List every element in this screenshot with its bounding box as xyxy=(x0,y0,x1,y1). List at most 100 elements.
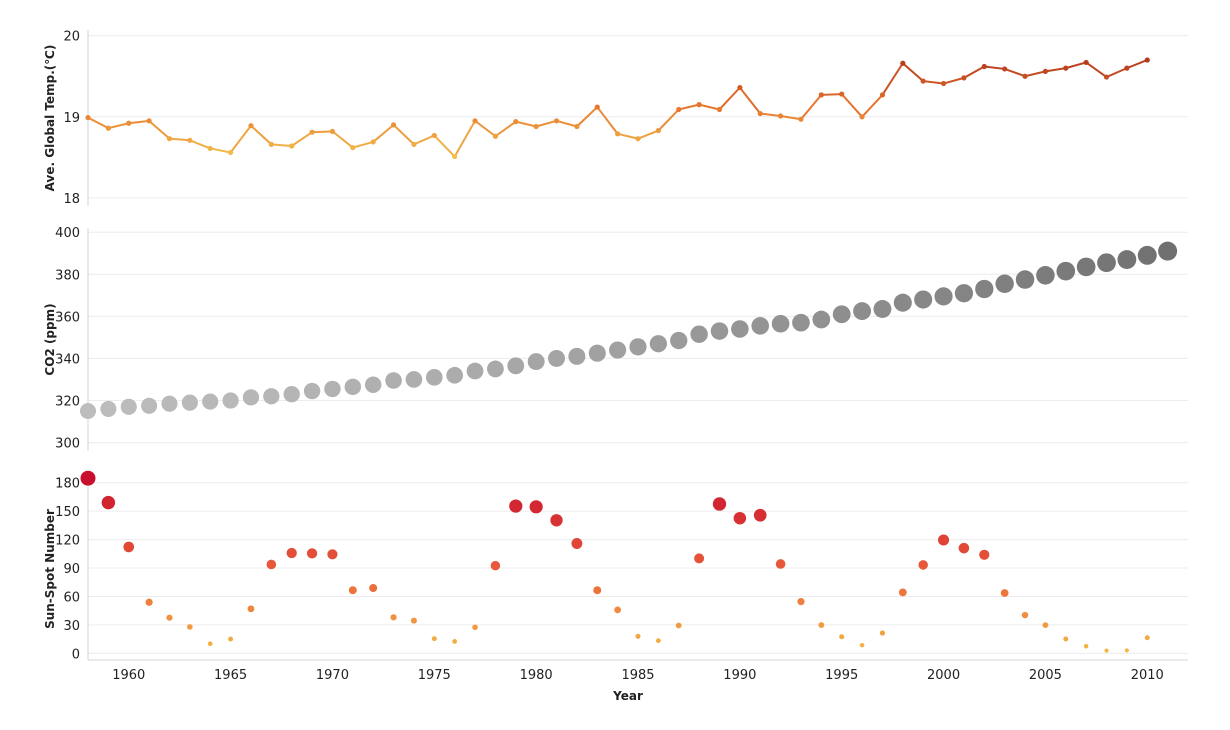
x-tick-label: 1995 xyxy=(825,668,858,683)
y-tick-label: 90 xyxy=(63,562,80,577)
line-segment xyxy=(821,93,842,96)
data-point xyxy=(228,636,234,642)
data-point xyxy=(751,317,770,335)
data-point xyxy=(1083,644,1089,649)
data-point xyxy=(350,145,356,151)
data-point xyxy=(1000,589,1009,597)
data-point xyxy=(548,349,566,367)
data-point xyxy=(975,279,994,299)
line-segment xyxy=(718,86,741,111)
y-tick-label: 20 xyxy=(63,30,80,45)
x-tick-label: 1990 xyxy=(723,668,756,683)
data-point xyxy=(792,313,810,332)
line-segment xyxy=(1065,61,1087,70)
data-point xyxy=(181,394,198,411)
data-point xyxy=(529,500,543,514)
data-point xyxy=(615,131,621,137)
line-segment xyxy=(453,120,476,158)
x-axis-label: Year xyxy=(612,689,643,703)
data-point xyxy=(364,376,382,393)
line-segment xyxy=(840,93,863,118)
data-point xyxy=(771,314,790,333)
line-segment xyxy=(800,94,823,120)
data-point xyxy=(818,92,824,98)
data-point xyxy=(466,362,484,380)
data-point xyxy=(348,586,357,595)
data-point xyxy=(690,325,708,343)
data-point xyxy=(593,586,602,595)
y-tick-label: 300 xyxy=(55,437,80,452)
data-point xyxy=(1103,74,1110,80)
line-segment xyxy=(1045,67,1066,73)
data-point xyxy=(694,553,705,564)
data-point xyxy=(222,392,239,409)
data-point xyxy=(126,120,132,126)
line-segment xyxy=(229,125,252,154)
y-tick-label: 360 xyxy=(55,310,80,325)
data-point xyxy=(712,497,727,511)
x-tick-label: 1985 xyxy=(621,668,654,683)
line-segment xyxy=(494,120,517,138)
data-point xyxy=(1097,253,1116,273)
y-tick-label: 150 xyxy=(55,505,80,520)
line-segment xyxy=(1004,67,1026,78)
data-point xyxy=(1063,636,1069,642)
data-point xyxy=(472,624,478,631)
panel-3: 0 30 60 90 120 150 180 Sun-Spot Number 1960 1965 1… xyxy=(43,470,1188,703)
data-point xyxy=(1002,66,1008,72)
line-segment xyxy=(739,86,762,115)
x-tick-label: 1970 xyxy=(316,668,349,683)
data-point xyxy=(1022,73,1028,79)
data-point xyxy=(166,136,173,142)
data-point xyxy=(1117,250,1137,269)
data-point xyxy=(141,397,158,414)
data-point xyxy=(981,63,987,70)
data-point xyxy=(266,559,277,570)
data-point xyxy=(123,541,135,553)
data-point xyxy=(937,534,950,546)
line-segment xyxy=(576,106,598,128)
x-tick-label: 2010 xyxy=(1131,668,1164,683)
data-point xyxy=(1144,635,1150,641)
line-segment xyxy=(413,134,435,146)
line-segment xyxy=(1085,61,1108,78)
data-point xyxy=(676,106,682,113)
data-point xyxy=(329,128,336,134)
data-point xyxy=(1063,65,1069,71)
line-segment xyxy=(148,120,171,140)
data-point xyxy=(979,549,990,560)
data-point xyxy=(268,141,274,147)
data-point xyxy=(207,641,213,646)
data-point xyxy=(696,102,702,108)
line-segment xyxy=(617,132,639,140)
line-segment xyxy=(271,143,292,147)
x-tick-label: 1965 xyxy=(214,668,247,683)
data-point xyxy=(247,605,255,613)
data-point xyxy=(655,638,661,644)
data-point xyxy=(798,116,804,122)
data-point xyxy=(918,560,928,570)
line-segment xyxy=(87,116,109,130)
line-segment xyxy=(984,65,1005,70)
data-point xyxy=(490,560,501,571)
data-point xyxy=(812,310,831,329)
data-point xyxy=(286,547,297,559)
data-marks xyxy=(80,241,1178,420)
data-point xyxy=(859,642,865,648)
data-point xyxy=(635,633,641,639)
data-point xyxy=(777,113,784,119)
line-segment xyxy=(515,120,537,128)
line-segment xyxy=(535,119,557,128)
data-marks xyxy=(80,470,1150,653)
data-point xyxy=(425,369,443,386)
data-point xyxy=(859,114,865,120)
data-point xyxy=(934,287,953,306)
line-segment xyxy=(902,62,924,82)
line-segment xyxy=(352,140,374,149)
panel-1: 18 19 20 Ave. Global Temp.(℃) xyxy=(43,30,1188,207)
data-point xyxy=(146,118,152,124)
data-point xyxy=(879,92,886,98)
line-segment xyxy=(1106,67,1128,78)
data-point xyxy=(839,634,845,640)
data-point xyxy=(324,380,341,398)
